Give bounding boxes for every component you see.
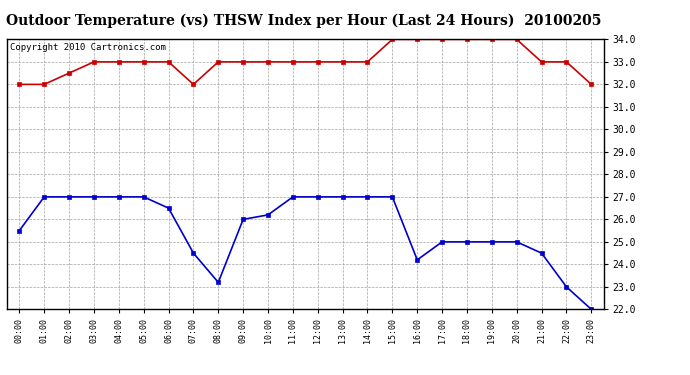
Text: Copyright 2010 Cartronics.com: Copyright 2010 Cartronics.com — [10, 44, 166, 52]
Text: Outdoor Temperature (vs) THSW Index per Hour (Last 24 Hours)  20100205: Outdoor Temperature (vs) THSW Index per … — [6, 13, 601, 27]
